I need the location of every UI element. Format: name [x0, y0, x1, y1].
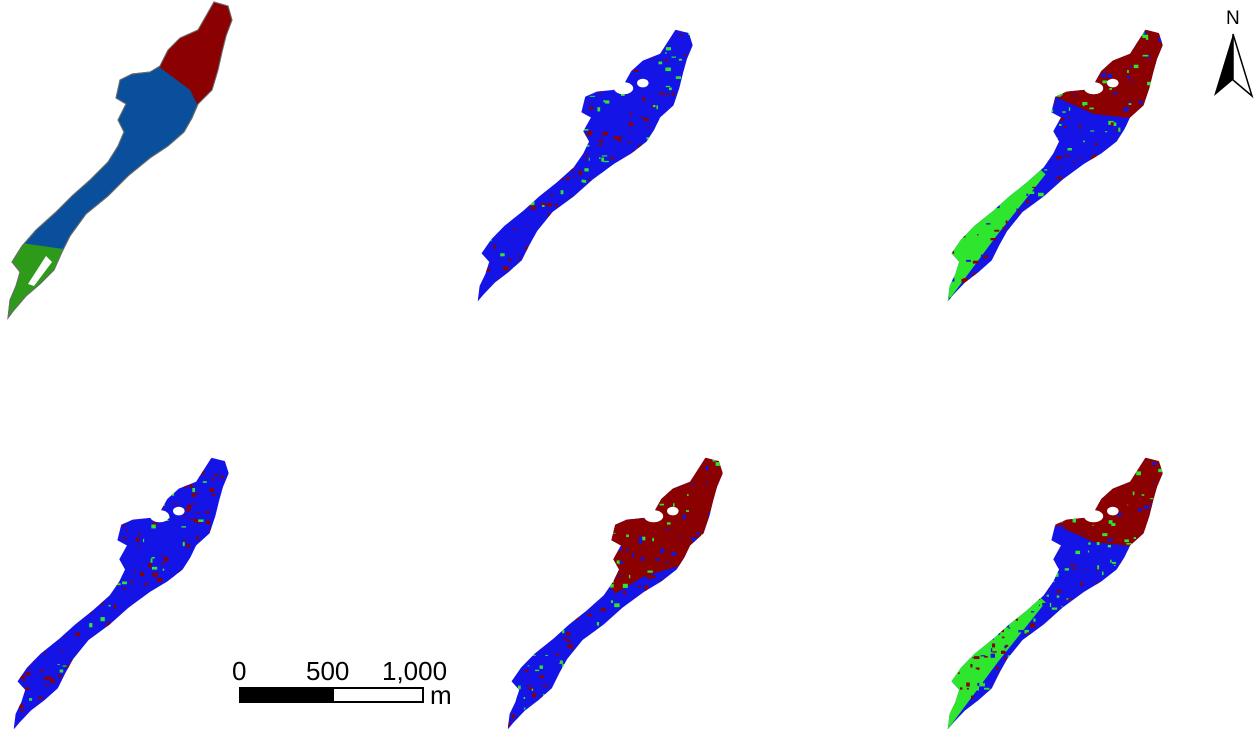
scale-bar-black-segment [240, 688, 333, 702]
map-panel-classification-4 [13, 457, 229, 729]
north-label: N [1226, 8, 1240, 29]
north-arrow-left-half [1214, 34, 1233, 96]
north-arrow-icon: N [1214, 8, 1254, 99]
scale-label-1000: 1,000 [382, 656, 447, 686]
scale-bar: 0 500 1,000 m [232, 656, 452, 710]
scale-label-0: 0 [232, 656, 246, 686]
scale-unit: m [430, 680, 452, 710]
map-panel-classification-6 [947, 457, 1163, 729]
north-arrow-right-half [1232, 33, 1254, 99]
map-panel-zones [7, 1, 233, 320]
map-panel-classification-2 [477, 29, 693, 302]
scale-bar-white-segment [332, 687, 424, 703]
scale-label-500: 500 [306, 656, 349, 686]
scale-bar-frame [239, 687, 424, 703]
map-panel-classification-3 [947, 29, 1163, 302]
map-panel-classification-5 [507, 457, 723, 729]
